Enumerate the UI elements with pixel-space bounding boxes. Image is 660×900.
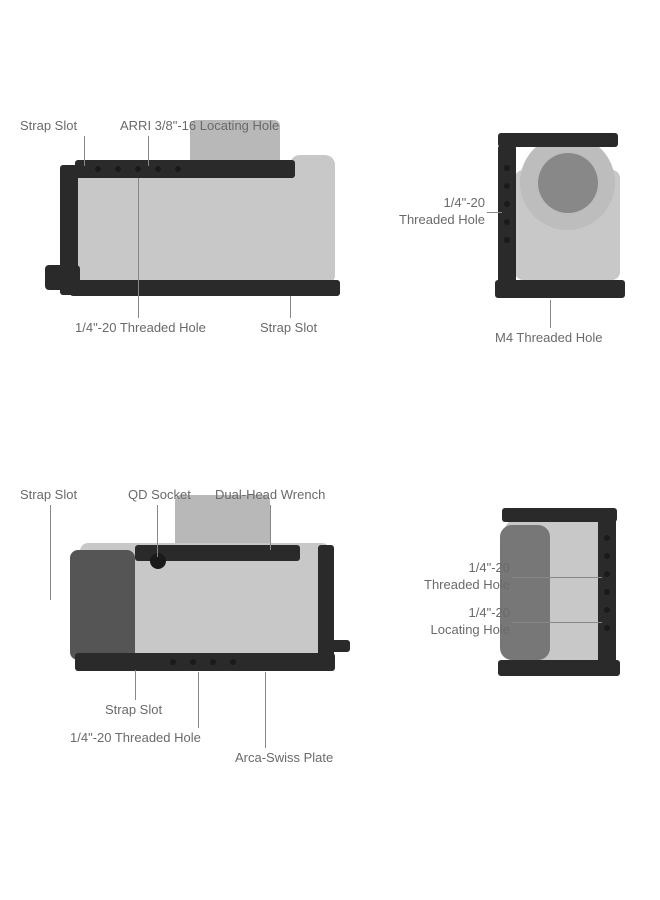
- cage-hole: [604, 589, 610, 595]
- leader: [157, 505, 158, 557]
- cage-plate-bottom: [75, 653, 335, 671]
- leader: [290, 296, 291, 318]
- label-strap-slot: Strap Slot: [20, 118, 77, 135]
- label-threaded-hole: 1/4"-20 Threaded Hole: [70, 730, 201, 747]
- label-qd-socket: QD Socket: [128, 487, 191, 504]
- cage-hole: [504, 165, 510, 171]
- cage-top-rail: [75, 160, 295, 178]
- cage-top-r: [502, 508, 617, 522]
- cage-hole: [504, 201, 510, 207]
- view-top: [20, 495, 360, 725]
- qd-socket: [150, 553, 166, 569]
- leader: [487, 212, 502, 213]
- view-side-right: [490, 500, 650, 710]
- cage-hole: [155, 166, 161, 172]
- cage-hole: [175, 166, 181, 172]
- leader: [265, 672, 266, 748]
- cage-hole: [190, 659, 196, 665]
- cage-bottom-r: [498, 660, 620, 676]
- leader: [512, 622, 602, 623]
- label-arca-swiss: Arca-Swiss Plate: [235, 750, 333, 767]
- cage-hole: [604, 607, 610, 613]
- cage-hole: [604, 571, 610, 577]
- leader: [148, 136, 149, 166]
- camera-grip: [290, 155, 335, 285]
- label-threaded-hole: 1/4"-20 Threaded Hole: [75, 320, 206, 337]
- label-strap-slot: Strap Slot: [105, 702, 162, 719]
- cage-hole: [95, 166, 101, 172]
- cage-hole: [604, 535, 610, 541]
- camera-grip-top: [70, 550, 135, 660]
- cage-mount-block: [45, 265, 80, 290]
- cage-bar: [320, 640, 350, 652]
- cage-hole: [170, 659, 176, 665]
- cage-hole: [504, 183, 510, 189]
- leader: [512, 577, 602, 578]
- label-strap-slot: Strap Slot: [260, 320, 317, 337]
- leader: [550, 300, 551, 328]
- leader: [84, 136, 85, 166]
- label-arri-locating: ARRI 3/8"-16 Locating Hole: [120, 118, 279, 135]
- label-threaded-side-r: 1/4"-20Threaded Hole: [420, 560, 510, 594]
- cage-hole: [210, 659, 216, 665]
- cage-hole: [604, 625, 610, 631]
- leader: [50, 505, 51, 600]
- cage-hole: [604, 553, 610, 559]
- label-dual-head-wrench: Dual-Head Wrench: [215, 487, 325, 504]
- leader: [198, 672, 199, 728]
- cage-hole: [115, 166, 121, 172]
- leader: [138, 178, 139, 318]
- leader: [270, 505, 271, 550]
- cage-hole: [135, 166, 141, 172]
- cage-hole: [504, 237, 510, 243]
- cage-top-side: [498, 133, 618, 147]
- cage-hole: [504, 219, 510, 225]
- label-threaded-side: 1/4"-20Threaded Hole: [395, 195, 485, 229]
- label-strap-slot: Strap Slot: [20, 487, 77, 504]
- view-front: [20, 120, 360, 350]
- leader: [135, 670, 136, 700]
- lens-inner: [538, 153, 598, 213]
- label-locating-side-r: 1/4"-20Locating Hole: [420, 605, 510, 639]
- cage-bottom-rail: [70, 280, 340, 296]
- cage-hole: [230, 659, 236, 665]
- cage-bottom-side: [495, 280, 625, 298]
- camera-body: [75, 165, 320, 285]
- label-m4-threaded: M4 Threaded Hole: [495, 330, 602, 347]
